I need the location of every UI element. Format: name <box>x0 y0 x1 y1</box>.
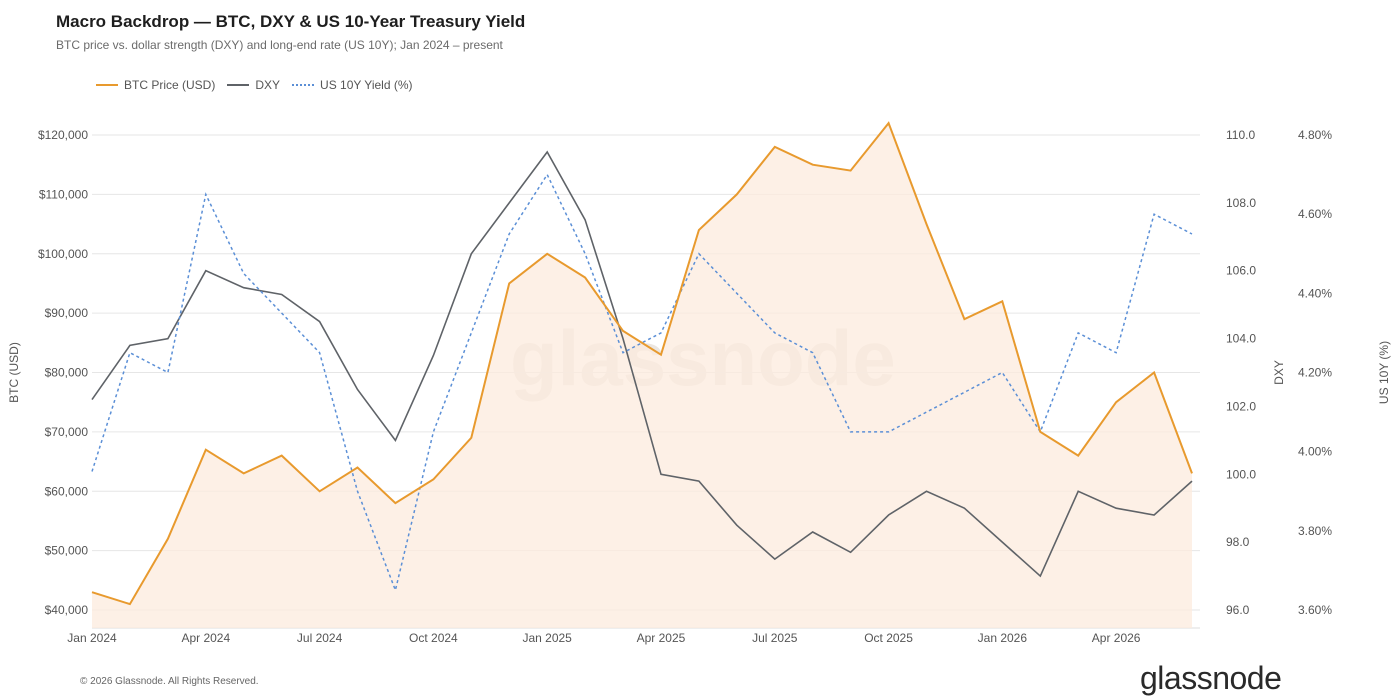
y-far-right-axis-title: US 10Y (%) <box>1377 341 1391 404</box>
y-left-tick-label: $120,000 <box>38 128 88 142</box>
y-left-tick-label: $40,000 <box>45 603 89 617</box>
btc-area-fill <box>92 123 1192 628</box>
y-right-tick-label: 98.0 <box>1226 535 1250 549</box>
y-far-right-tick-label: 3.60% <box>1298 603 1332 617</box>
y-right-tick-label: 110.0 <box>1226 128 1255 142</box>
y-left-tick-label: $60,000 <box>45 484 89 498</box>
y-far-right-tick-label: 4.60% <box>1298 207 1332 221</box>
legend-item-yield[interactable]: US 10Y Yield (%) <box>292 78 413 92</box>
y-right-axis-title: DXY <box>1272 360 1286 385</box>
copyright-text: © 2026 Glassnode. All Rights Reserved. <box>80 676 259 687</box>
brand-logo: glassnode <box>1140 660 1282 696</box>
y-far-right-tick-label: 4.80% <box>1298 128 1332 142</box>
chart-subtitle: BTC price vs. dollar strength (DXY) and … <box>56 38 503 52</box>
y-left-tick-label: $110,000 <box>39 187 88 201</box>
y-far-right-tick-label: 3.80% <box>1298 524 1332 538</box>
legend-swatch-dxy <box>227 84 250 86</box>
x-tick-label: Apr 2024 <box>181 631 230 645</box>
y-right-tick-label: 100.0 <box>1226 467 1256 481</box>
y-far-right-tick-label: 4.40% <box>1298 286 1332 300</box>
y-far-right-tick-label: 4.20% <box>1298 366 1332 380</box>
legend-swatch-yield <box>292 84 315 86</box>
legend-item-btc[interactable]: BTC Price (USD) <box>96 78 215 92</box>
y-right-tick-label: 108.0 <box>1226 196 1256 210</box>
y-left-tick-label: $50,000 <box>45 544 89 558</box>
x-tick-label: Jan 2026 <box>978 631 1028 645</box>
x-tick-label: Oct 2024 <box>409 631 458 645</box>
y-left-tick-label: $90,000 <box>45 306 89 320</box>
legend-label-yield: US 10Y Yield (%) <box>320 78 413 92</box>
y-left-tick-label: $80,000 <box>45 366 89 380</box>
x-tick-label: Jan 2024 <box>67 631 117 645</box>
legend: BTC Price (USD) DXY US 10Y Yield (%) <box>96 78 413 92</box>
y-left-axis-title: BTC (USD) <box>7 342 21 403</box>
legend-label-btc: BTC Price (USD) <box>124 78 216 92</box>
y-right-tick-label: 104.0 <box>1226 332 1256 346</box>
legend-label-dxy: DXY <box>255 78 281 92</box>
legend-item-dxy[interactable]: DXY <box>227 78 280 92</box>
y-far-right-tick-label: 4.00% <box>1298 445 1332 459</box>
x-tick-label: Apr 2026 <box>1092 631 1141 645</box>
x-tick-label: Apr 2025 <box>637 631 686 645</box>
y-left-tick-label: $100,000 <box>38 247 88 261</box>
legend-swatch-btc <box>96 84 118 86</box>
x-tick-label: Jul 2024 <box>297 631 343 645</box>
y-right-tick-label: 96.0 <box>1226 603 1250 617</box>
x-tick-label: Jul 2025 <box>752 631 798 645</box>
y-right-tick-label: 102.0 <box>1226 399 1256 413</box>
btc-series-line <box>91 121 1193 606</box>
dxy-series-line <box>91 150 1193 578</box>
y-left-tick-label: $70,000 <box>45 425 89 439</box>
y-right-tick-label: 106.0 <box>1226 264 1256 278</box>
x-tick-label: Jan 2025 <box>522 631 572 645</box>
x-tick-label: Oct 2025 <box>864 631 913 645</box>
chart-title: Macro Backdrop — BTC, DXY & US 10-Year T… <box>56 12 526 31</box>
